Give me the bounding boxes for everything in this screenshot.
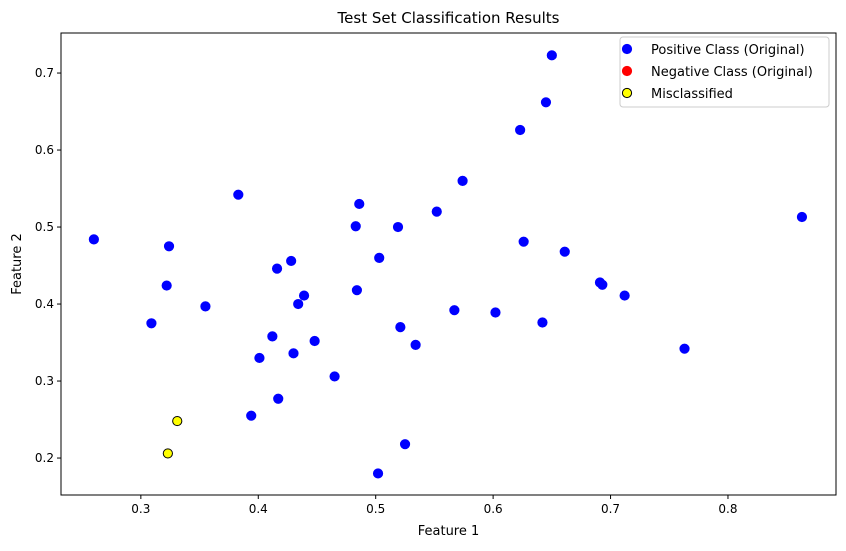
point-misclassified <box>172 415 183 427</box>
point-positive-class-original <box>597 279 608 290</box>
point-positive-class-original <box>354 198 365 210</box>
y-tick-label: 0.4 <box>35 297 54 311</box>
legend-label: Misclassified <box>651 87 733 102</box>
legend: Positive Class (Original) Negative Class … <box>619 36 830 108</box>
plot-frame <box>60 32 837 496</box>
point-positive-class-original <box>146 318 157 329</box>
point-positive-class-original <box>399 439 411 450</box>
legend-box <box>619 36 830 108</box>
x-tick-label: 0.4 <box>249 502 268 516</box>
point-positive-class-original <box>796 211 808 223</box>
x-tick-label: 0.5 <box>366 502 385 516</box>
y-tick-label: 0.6 <box>35 143 54 157</box>
point-positive-class-original <box>490 307 501 318</box>
y-tick-label: 0.5 <box>35 220 54 234</box>
point-positive-class-original <box>309 335 320 347</box>
point-positive-class-original <box>267 331 278 342</box>
point-positive-class-original <box>161 280 172 291</box>
point-positive-class-original <box>537 317 548 328</box>
point-positive-class-original <box>200 301 211 312</box>
point-positive-class-original <box>392 221 404 233</box>
point-positive-class-original <box>88 234 99 245</box>
point-positive-class-original <box>431 206 442 217</box>
point-positive-class-original <box>288 348 299 359</box>
point-positive-class-original <box>540 97 552 108</box>
point-positive-class-original <box>374 252 385 263</box>
point-positive-class-original <box>395 322 406 333</box>
point-positive-class-original <box>271 263 283 274</box>
y-tick-label: 0.7 <box>35 66 54 80</box>
point-positive-class-original <box>619 290 630 301</box>
legend-marker <box>621 87 633 99</box>
chart-title: Test Set Classification Results <box>337 9 560 27</box>
point-positive-class-original <box>679 343 690 354</box>
legend-label: Positive Class (Original) <box>651 43 805 58</box>
point-positive-class-original <box>163 241 175 252</box>
point-positive-class-original <box>518 236 529 247</box>
legend-marker <box>621 43 633 55</box>
point-positive-class-original <box>546 50 557 61</box>
point-positive-class-original <box>233 189 244 200</box>
legend-marker <box>621 65 633 77</box>
point-positive-class-original <box>246 410 257 421</box>
point-positive-class-original <box>329 371 340 382</box>
y-tick-label: 0.2 <box>35 451 54 465</box>
point-positive-class-original <box>449 305 460 316</box>
x-tick-label: 0.7 <box>601 502 620 516</box>
point-positive-class-original <box>351 285 363 296</box>
point-positive-class-original <box>254 352 265 364</box>
x-tick-label: 0.8 <box>718 502 737 516</box>
point-positive-class-original <box>293 298 304 310</box>
point-positive-class-original <box>372 468 384 479</box>
x-axis-label: Feature 1 <box>418 524 480 539</box>
ticks-layer: 0.3 0.4 0.5 0.6 0.7 0.8 0.2 0.3 0.4 0.5 0.6 0.7 <box>35 66 738 516</box>
point-positive-class-original <box>515 124 526 136</box>
x-tick-label: 0.3 <box>131 502 150 516</box>
y-axis-label: Feature 2 <box>10 233 25 295</box>
point-positive-class-original <box>457 175 468 186</box>
legend-label: Negative Class (Original) <box>651 65 813 80</box>
point-positive-class-original <box>350 221 361 232</box>
point-positive-class-original <box>286 255 297 267</box>
y-tick-label: 0.3 <box>35 374 54 388</box>
point-positive-class-original <box>298 290 310 301</box>
points-layer <box>88 50 808 479</box>
point-positive-class-original <box>559 246 570 257</box>
point-positive-class-original <box>273 393 284 404</box>
point-misclassified <box>162 448 173 459</box>
x-tick-label: 0.6 <box>484 502 503 516</box>
point-positive-class-original <box>410 339 421 350</box>
